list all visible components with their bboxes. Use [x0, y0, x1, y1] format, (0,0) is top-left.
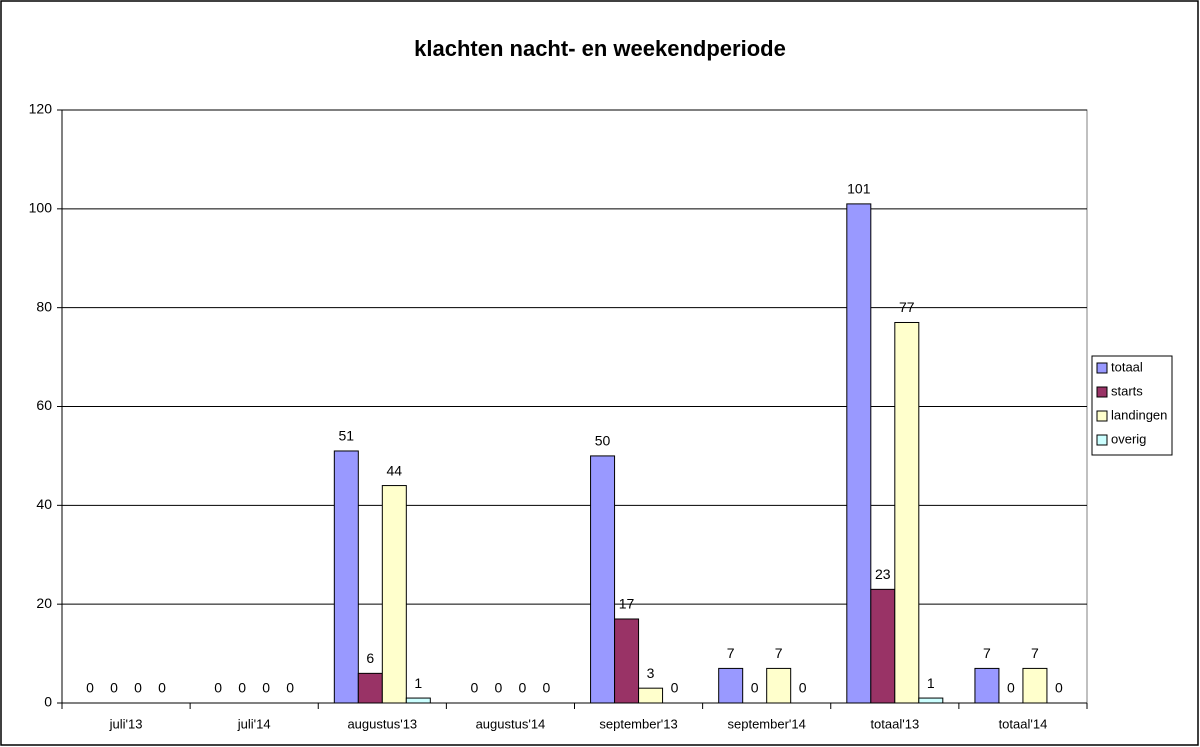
y-tick-label: 0: [44, 694, 52, 710]
data-label: 6: [366, 650, 374, 666]
data-label: 0: [158, 680, 166, 696]
bar: [846, 203, 872, 704]
data-label: 0: [134, 680, 142, 696]
x-tick-label: juli'14: [237, 716, 271, 731]
y-tick-label: 120: [29, 101, 53, 117]
data-label: 7: [775, 645, 783, 661]
data-label: 3: [647, 665, 655, 681]
bar: [333, 450, 359, 704]
chart-title: klachten nacht- en weekendperiode: [414, 36, 786, 61]
x-tick-label: september'14: [728, 716, 806, 731]
bar: [1022, 667, 1048, 704]
data-label: 0: [1007, 680, 1015, 696]
data-label: 7: [727, 645, 735, 661]
legend-swatch: [1096, 410, 1108, 422]
bar: [974, 667, 1000, 704]
y-tick-label: 100: [29, 200, 53, 216]
bar: [405, 697, 431, 704]
bar: [894, 321, 920, 704]
x-tick-label: juli'13: [109, 716, 143, 731]
data-label: 0: [751, 680, 759, 696]
bar: [918, 697, 944, 704]
data-label: 50: [595, 433, 611, 449]
data-label: 0: [471, 680, 479, 696]
bar: [381, 485, 407, 704]
data-label: 0: [214, 680, 222, 696]
bar: [718, 667, 744, 704]
data-label: 7: [1031, 645, 1039, 661]
legend-label: totaal: [1111, 359, 1143, 374]
x-tick-label: september'13: [599, 716, 677, 731]
y-tick-label: 40: [36, 496, 52, 512]
data-label: 0: [799, 680, 807, 696]
x-tick-label: augustus'14: [476, 716, 546, 731]
data-label: 0: [519, 680, 527, 696]
bar: [766, 667, 792, 704]
data-label: 0: [286, 680, 294, 696]
y-tick-label: 60: [36, 397, 52, 413]
bar: [590, 455, 616, 704]
data-label: 0: [262, 680, 270, 696]
data-label: 17: [619, 596, 635, 612]
legend-swatch: [1096, 434, 1108, 446]
data-label: 0: [86, 680, 94, 696]
legend-label: landingen: [1111, 407, 1167, 422]
legend-label: starts: [1111, 383, 1143, 398]
data-label: 0: [1055, 680, 1063, 696]
data-label: 101: [847, 181, 871, 197]
x-tick-label: totaal'14: [999, 716, 1048, 731]
bar: [638, 687, 664, 704]
data-label: 0: [110, 680, 118, 696]
data-label: 23: [875, 566, 891, 582]
data-label: 1: [927, 675, 935, 691]
x-tick-label: augustus'13: [347, 716, 417, 731]
legend-label: overig: [1111, 431, 1146, 446]
y-tick-label: 80: [36, 298, 52, 314]
data-label: 1: [414, 675, 422, 691]
data-label: 0: [495, 680, 503, 696]
data-label: 0: [671, 680, 679, 696]
data-label: 0: [238, 680, 246, 696]
bar: [357, 672, 383, 704]
bar: [614, 618, 640, 704]
x-tick-label: totaal'13: [870, 716, 919, 731]
bar: [870, 588, 896, 704]
legend-swatch: [1096, 362, 1108, 374]
data-label: 7: [983, 645, 991, 661]
data-label: 51: [339, 428, 355, 444]
legend-swatch: [1096, 386, 1108, 398]
data-label: 77: [899, 299, 915, 315]
data-label: 0: [543, 680, 551, 696]
y-tick-label: 20: [36, 595, 52, 611]
data-label: 44: [387, 462, 403, 478]
